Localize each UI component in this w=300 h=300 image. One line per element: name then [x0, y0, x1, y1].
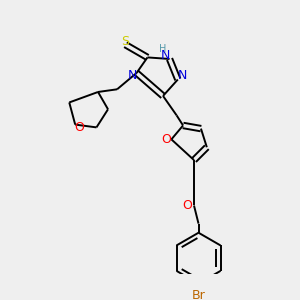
- Text: N: N: [128, 69, 137, 82]
- Text: N: N: [178, 69, 187, 82]
- Text: H: H: [159, 44, 166, 54]
- Text: Br: Br: [192, 289, 206, 300]
- Text: N: N: [161, 49, 171, 62]
- Text: O: O: [182, 199, 192, 212]
- Text: S: S: [122, 35, 129, 49]
- Text: O: O: [75, 121, 85, 134]
- Text: O: O: [161, 133, 171, 146]
